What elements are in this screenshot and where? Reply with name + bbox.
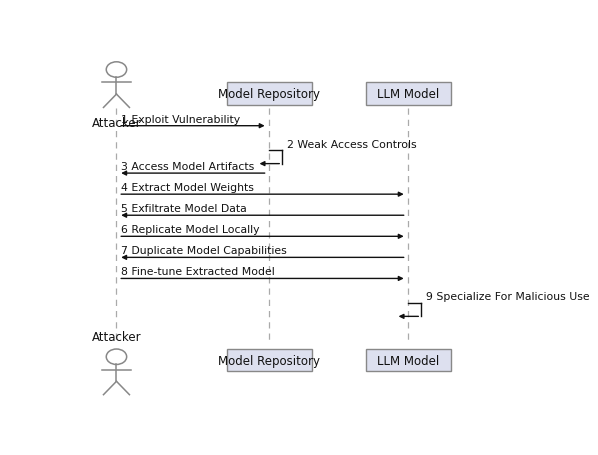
Text: LLM Model: LLM Model	[377, 354, 440, 367]
Text: 7 Duplicate Model Capabilities: 7 Duplicate Model Capabilities	[121, 246, 286, 256]
Text: 4 Extract Model Weights: 4 Extract Model Weights	[121, 182, 254, 192]
Text: 5 Exfiltrate Model Data: 5 Exfiltrate Model Data	[121, 204, 246, 214]
Text: Attacker: Attacker	[91, 117, 141, 130]
Text: 2 Weak Access Controls: 2 Weak Access Controls	[287, 139, 416, 149]
FancyBboxPatch shape	[227, 83, 312, 106]
FancyBboxPatch shape	[365, 349, 451, 372]
Text: Model Repository: Model Repository	[218, 354, 321, 367]
Text: 3 Access Model Artifacts: 3 Access Model Artifacts	[121, 162, 254, 172]
Text: 1 Exploit Vulnerability: 1 Exploit Vulnerability	[121, 114, 240, 124]
FancyBboxPatch shape	[365, 83, 451, 106]
FancyBboxPatch shape	[227, 349, 312, 372]
Text: Model Repository: Model Repository	[218, 87, 321, 101]
Text: Attacker: Attacker	[91, 331, 141, 344]
Text: 9 Specialize For Malicious Use: 9 Specialize For Malicious Use	[426, 292, 590, 302]
Text: 6 Replicate Model Locally: 6 Replicate Model Locally	[121, 225, 259, 235]
Text: LLM Model: LLM Model	[377, 87, 440, 101]
Text: 8 Fine-tune Extracted Model: 8 Fine-tune Extracted Model	[121, 267, 274, 277]
